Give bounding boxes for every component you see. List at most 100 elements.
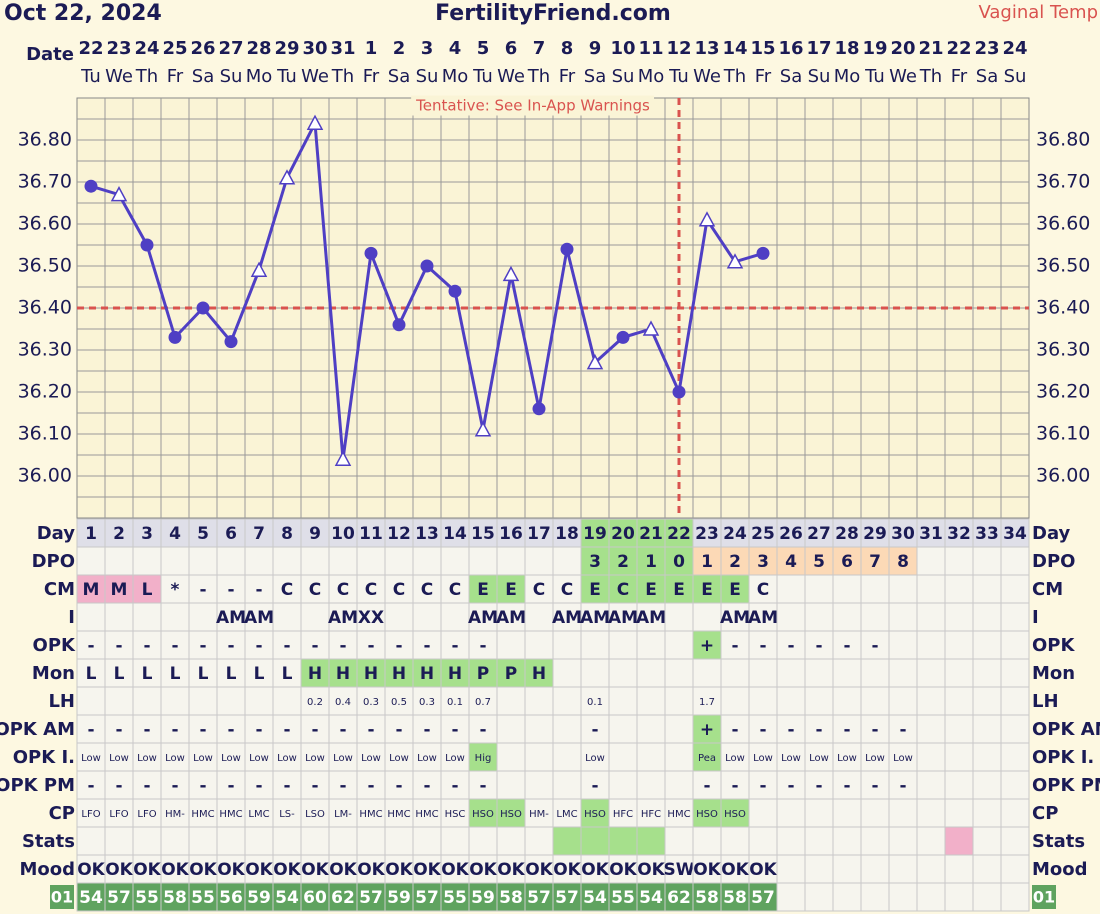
row-label: CM — [44, 579, 75, 600]
cell — [384, 742, 414, 772]
cell — [524, 826, 554, 856]
cell-text: 57 — [751, 888, 775, 908]
cell — [832, 686, 862, 716]
cell-text: 54 — [79, 888, 103, 908]
cell-text: OK — [105, 860, 133, 880]
cell-text: Low — [305, 753, 325, 764]
temp-point — [84, 179, 98, 193]
cell-text: HMC — [219, 809, 242, 820]
date-label: 23 — [106, 38, 131, 59]
cell — [720, 658, 750, 688]
y-tick-label: 36.30 — [18, 339, 72, 361]
cell-text: AM — [244, 608, 274, 628]
cell — [440, 798, 470, 828]
cell — [328, 882, 358, 912]
cell-text: 57 — [107, 888, 131, 908]
cell-text: - — [255, 776, 262, 796]
cell-text: - — [451, 776, 458, 796]
cell-text: 1 — [85, 524, 97, 544]
cell-text: M — [111, 580, 128, 600]
cell — [1000, 574, 1030, 604]
cell — [356, 826, 386, 856]
date-label: 5 — [477, 38, 490, 59]
cell — [580, 882, 610, 912]
cell — [916, 602, 946, 632]
cell-text: LS- — [279, 809, 295, 820]
cell — [944, 854, 974, 884]
weekday-label: We — [693, 66, 721, 87]
weekday-label: Th — [723, 66, 746, 87]
cell — [916, 658, 946, 688]
date-label: 3 — [421, 38, 434, 59]
cell-text: 56 — [219, 888, 243, 908]
cell — [272, 574, 302, 604]
cell — [888, 686, 918, 716]
cell — [748, 742, 778, 772]
cell-text: - — [899, 720, 906, 740]
cell — [244, 798, 274, 828]
y-tick-label: 36.50 — [18, 255, 72, 277]
date-label: 28 — [246, 38, 271, 59]
temp-point — [698, 211, 716, 227]
cell-text: - — [759, 776, 766, 796]
cell-text: 57 — [555, 888, 579, 908]
cell — [104, 714, 134, 744]
cell — [720, 630, 750, 660]
date-label: 4 — [449, 38, 462, 59]
cell — [468, 602, 498, 632]
date-label: 17 — [806, 38, 831, 59]
cell-text: 55 — [135, 888, 159, 908]
cell — [132, 686, 162, 716]
cell — [664, 686, 694, 716]
cell — [944, 770, 974, 800]
cell-text: OK — [245, 860, 273, 880]
date-label: 16 — [778, 38, 803, 59]
cell — [300, 546, 330, 576]
cell-text: H — [532, 664, 546, 684]
cell — [636, 742, 666, 772]
cell-text: C — [393, 580, 405, 600]
cell-text: 25 — [751, 524, 775, 544]
cell — [468, 826, 498, 856]
cell-text: - — [787, 720, 794, 740]
cell — [272, 602, 302, 632]
cell-text: L — [170, 664, 181, 684]
cell — [384, 798, 414, 828]
cell — [580, 826, 610, 856]
cell — [188, 686, 218, 716]
cell-text: 13 — [415, 524, 439, 544]
cell-text: * — [171, 580, 180, 600]
cell-text: - — [479, 720, 486, 740]
cell-text: HMC — [387, 809, 410, 820]
cell — [1000, 546, 1030, 576]
cell-text: 2 — [617, 552, 629, 572]
weekday-label: Su — [416, 66, 439, 87]
cell — [244, 602, 274, 632]
cell — [524, 602, 554, 632]
cell — [496, 798, 526, 828]
cell — [832, 546, 862, 576]
cell — [580, 798, 610, 828]
cell — [328, 546, 358, 576]
cell — [160, 602, 190, 632]
cell — [832, 882, 862, 912]
cell-text: LM- — [334, 809, 352, 820]
cell — [468, 798, 498, 828]
cell — [244, 882, 274, 912]
y-tick-label: 36.70 — [18, 171, 72, 193]
cell — [888, 714, 918, 744]
cell-text: - — [479, 636, 486, 656]
cell — [664, 882, 694, 912]
cell-text: OK — [273, 860, 301, 880]
cell — [804, 798, 834, 828]
cell — [776, 882, 806, 912]
cell-text: 29 — [863, 524, 887, 544]
cell-text: 5 — [813, 552, 825, 572]
cell — [944, 658, 974, 688]
cell-text: OK — [385, 860, 413, 880]
cell-text: E — [645, 580, 657, 600]
cell — [916, 714, 946, 744]
weekday-label: Sa — [584, 66, 606, 87]
cell-text: HM- — [529, 809, 549, 820]
cell — [888, 798, 918, 828]
